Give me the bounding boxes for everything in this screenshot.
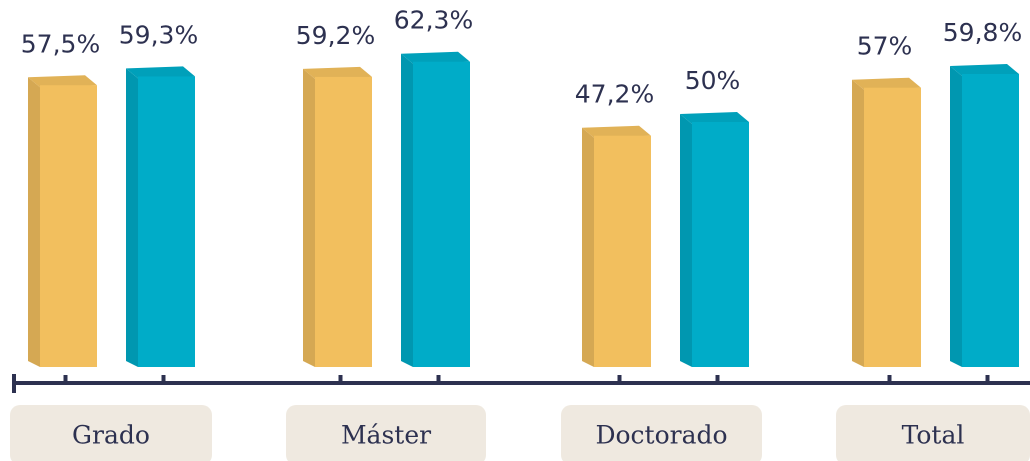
bar — [315, 76, 372, 368]
category-box — [836, 405, 1030, 461]
bar-side — [950, 65, 962, 367]
value-label: 47,2% — [575, 80, 654, 109]
value-label: 50% — [685, 66, 741, 95]
value-label: 59,8% — [943, 18, 1022, 47]
value-label: 57% — [857, 32, 913, 61]
bar-top — [950, 63, 1019, 76]
category-box — [561, 405, 762, 461]
bar — [594, 135, 651, 367]
bar-side — [852, 79, 864, 367]
bar — [138, 76, 195, 368]
bar-top — [303, 66, 372, 79]
bar-side — [401, 53, 413, 367]
bar — [864, 87, 921, 367]
x-tick-label: Grado — [72, 421, 150, 450]
bar-top — [28, 75, 97, 88]
bar — [413, 61, 470, 367]
value-label: 59,3% — [119, 20, 198, 49]
bar-top — [401, 51, 470, 64]
x-tick-label: Total — [902, 421, 965, 450]
x-tick-label: Máster — [341, 421, 431, 450]
bar — [692, 122, 749, 367]
bar-side — [680, 114, 692, 367]
bar-top — [582, 125, 651, 138]
bar-side — [126, 68, 138, 368]
bar-side — [303, 68, 315, 368]
value-label: 59,2% — [296, 21, 375, 50]
category-box — [10, 405, 212, 461]
value-label: 57,5% — [21, 29, 100, 58]
x-tick-label: Doctorado — [595, 421, 727, 450]
bar-side — [582, 127, 594, 367]
category-box — [286, 405, 486, 461]
bar — [40, 85, 97, 367]
value-label: 62,3% — [394, 6, 473, 35]
bar-top — [680, 112, 749, 124]
bar — [962, 73, 1019, 367]
bar-side — [28, 77, 40, 367]
bar-top — [852, 77, 921, 90]
bar-top — [126, 66, 195, 79]
